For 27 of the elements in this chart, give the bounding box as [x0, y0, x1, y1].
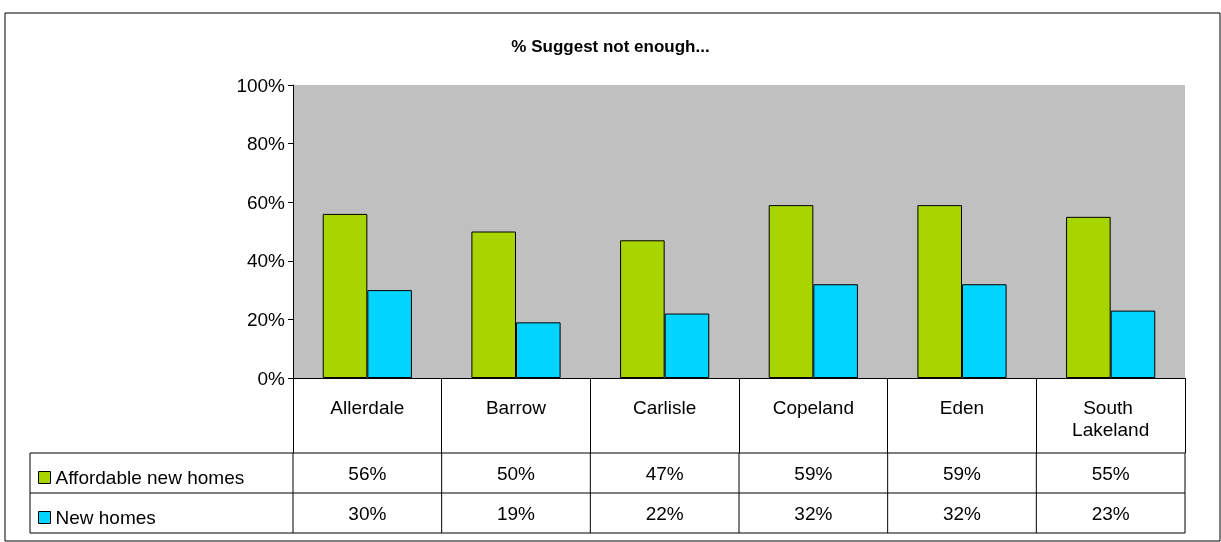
- y-tick-label: 20%: [246, 308, 286, 330]
- data-label: 23%: [1091, 502, 1130, 524]
- y-tick-label: 80%: [246, 133, 286, 155]
- data-label: 50%: [496, 462, 536, 484]
- y-tick-label: 100%: [236, 74, 286, 96]
- data-label: 32%: [794, 502, 833, 524]
- data-label: 19%: [496, 502, 536, 524]
- data-label: 59%: [794, 462, 833, 484]
- x-tick-label: Copeland: [772, 396, 855, 418]
- x-tick-label: Allerdale: [330, 396, 405, 418]
- x-tick-label: Carlisle: [632, 396, 697, 418]
- x-tick-label: South Lakeland: [1072, 396, 1150, 440]
- data-label: 59%: [942, 462, 982, 484]
- data-label: 47%: [645, 462, 684, 484]
- data-label: 32%: [942, 502, 982, 524]
- y-tick-label: 40%: [246, 250, 286, 272]
- data-label: 30%: [348, 502, 387, 524]
- x-tick-label: Eden: [939, 396, 985, 418]
- legend-label: New homes: [55, 507, 156, 528]
- data-label: 55%: [1091, 462, 1130, 484]
- data-label: 22%: [645, 502, 684, 524]
- y-tick-label: 60%: [246, 191, 286, 213]
- data-label: 56%: [348, 462, 387, 484]
- legend-label: Affordable new homes: [55, 467, 245, 488]
- chart-title: % Suggest not enough...: [511, 37, 710, 56]
- x-tick-label: Barrow: [485, 396, 547, 418]
- y-tick-label: 0%: [257, 367, 286, 389]
